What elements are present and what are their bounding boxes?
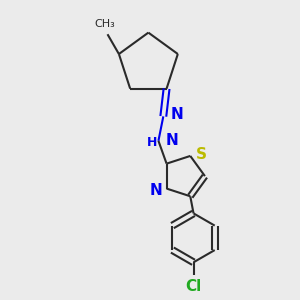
Text: S: S bbox=[196, 147, 207, 162]
Text: N: N bbox=[150, 183, 163, 198]
Text: Cl: Cl bbox=[185, 279, 202, 294]
Text: CH₃: CH₃ bbox=[94, 20, 115, 29]
Text: N: N bbox=[170, 107, 183, 122]
Text: H: H bbox=[146, 136, 157, 149]
Text: N: N bbox=[166, 133, 178, 148]
